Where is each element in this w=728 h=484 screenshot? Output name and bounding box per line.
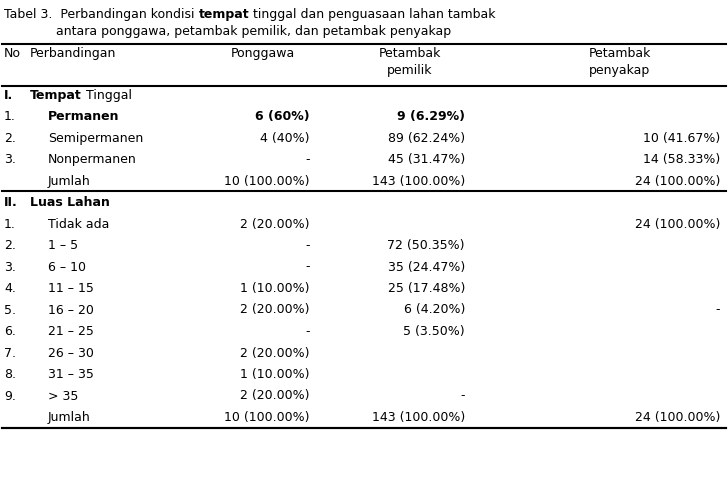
Text: 25 (17.48%): 25 (17.48%) [387,282,465,295]
Text: Tabel 3.  Perbandingan kondisi: Tabel 3. Perbandingan kondisi [4,8,199,21]
Text: 1 – 5: 1 – 5 [48,239,78,252]
Text: I.: I. [4,89,13,102]
Text: 2 (20.00%): 2 (20.00%) [240,217,310,230]
Text: 143 (100.00%): 143 (100.00%) [372,411,465,424]
Text: 24 (100.00%): 24 (100.00%) [635,217,720,230]
Text: 1 (10.00%): 1 (10.00%) [240,282,310,295]
Text: tinggal dan penguasaan lahan tambak: tinggal dan penguasaan lahan tambak [249,8,496,21]
Text: -: - [306,153,310,166]
Text: Semipermanen: Semipermanen [48,132,143,145]
Text: 3.: 3. [4,260,16,273]
Text: 10 (41.67%): 10 (41.67%) [643,132,720,145]
Text: 14 (58.33%): 14 (58.33%) [643,153,720,166]
Text: 24 (100.00%): 24 (100.00%) [635,175,720,187]
Text: Luas Lahan: Luas Lahan [30,196,110,209]
Text: Petambak: Petambak [589,46,651,60]
Text: -: - [306,260,310,273]
Text: -: - [461,390,465,403]
Text: 35 (24.47%): 35 (24.47%) [388,260,465,273]
Text: -: - [306,325,310,338]
Text: Tinggal: Tinggal [82,89,132,102]
Text: 9 (6.29%): 9 (6.29%) [397,110,465,123]
Text: > 35: > 35 [48,390,79,403]
Text: Tidak ada: Tidak ada [48,217,109,230]
Text: 3.: 3. [4,153,16,166]
Text: 24 (100.00%): 24 (100.00%) [635,411,720,424]
Text: penyakap: penyakap [590,63,651,76]
Text: 7.: 7. [4,347,16,360]
Text: 45 (31.47%): 45 (31.47%) [388,153,465,166]
Text: 1.: 1. [4,110,16,123]
Text: Nonpermanen: Nonpermanen [48,153,137,166]
Text: antara ponggawa, petambak pemilik, dan petambak penyakap: antara ponggawa, petambak pemilik, dan p… [56,26,451,39]
Text: 11 – 15: 11 – 15 [48,282,94,295]
Text: 1.: 1. [4,217,16,230]
Text: 21 – 25: 21 – 25 [48,325,94,338]
Text: 2 (20.00%): 2 (20.00%) [240,347,310,360]
Text: 6 (4.20%): 6 (4.20%) [403,303,465,317]
Text: 9.: 9. [4,390,16,403]
Text: 8.: 8. [4,368,16,381]
Text: 31 – 35: 31 – 35 [48,368,94,381]
Text: Perbandingan: Perbandingan [30,46,116,60]
Text: -: - [716,303,720,317]
Text: 2.: 2. [4,239,16,252]
Text: 89 (62.24%): 89 (62.24%) [388,132,465,145]
Text: II.: II. [4,196,17,209]
Text: Permanen: Permanen [48,110,119,123]
Text: 2 (20.00%): 2 (20.00%) [240,390,310,403]
Text: tempat: tempat [199,8,249,21]
Text: 16 – 20: 16 – 20 [48,303,94,317]
Text: No: No [4,46,21,60]
Text: 4 (40%): 4 (40%) [261,132,310,145]
Text: 6.: 6. [4,325,16,338]
Text: 5.: 5. [4,303,16,317]
Text: Ponggawa: Ponggawa [230,46,295,60]
Text: Tempat: Tempat [30,89,82,102]
Text: 5 (3.50%): 5 (3.50%) [403,325,465,338]
Text: 72 (50.35%): 72 (50.35%) [387,239,465,252]
Text: 10 (100.00%): 10 (100.00%) [224,411,310,424]
Text: pemilik: pemilik [387,63,432,76]
Text: Jumlah: Jumlah [48,411,91,424]
Text: -: - [306,239,310,252]
Text: 6 – 10: 6 – 10 [48,260,86,273]
Text: 2.: 2. [4,132,16,145]
Text: 2 (20.00%): 2 (20.00%) [240,303,310,317]
Text: 143 (100.00%): 143 (100.00%) [372,175,465,187]
Text: 26 – 30: 26 – 30 [48,347,94,360]
Text: 1 (10.00%): 1 (10.00%) [240,368,310,381]
Text: 6 (60%): 6 (60%) [256,110,310,123]
Text: 4.: 4. [4,282,16,295]
Text: Petambak: Petambak [379,46,441,60]
Text: 10 (100.00%): 10 (100.00%) [224,175,310,187]
Text: Jumlah: Jumlah [48,175,91,187]
